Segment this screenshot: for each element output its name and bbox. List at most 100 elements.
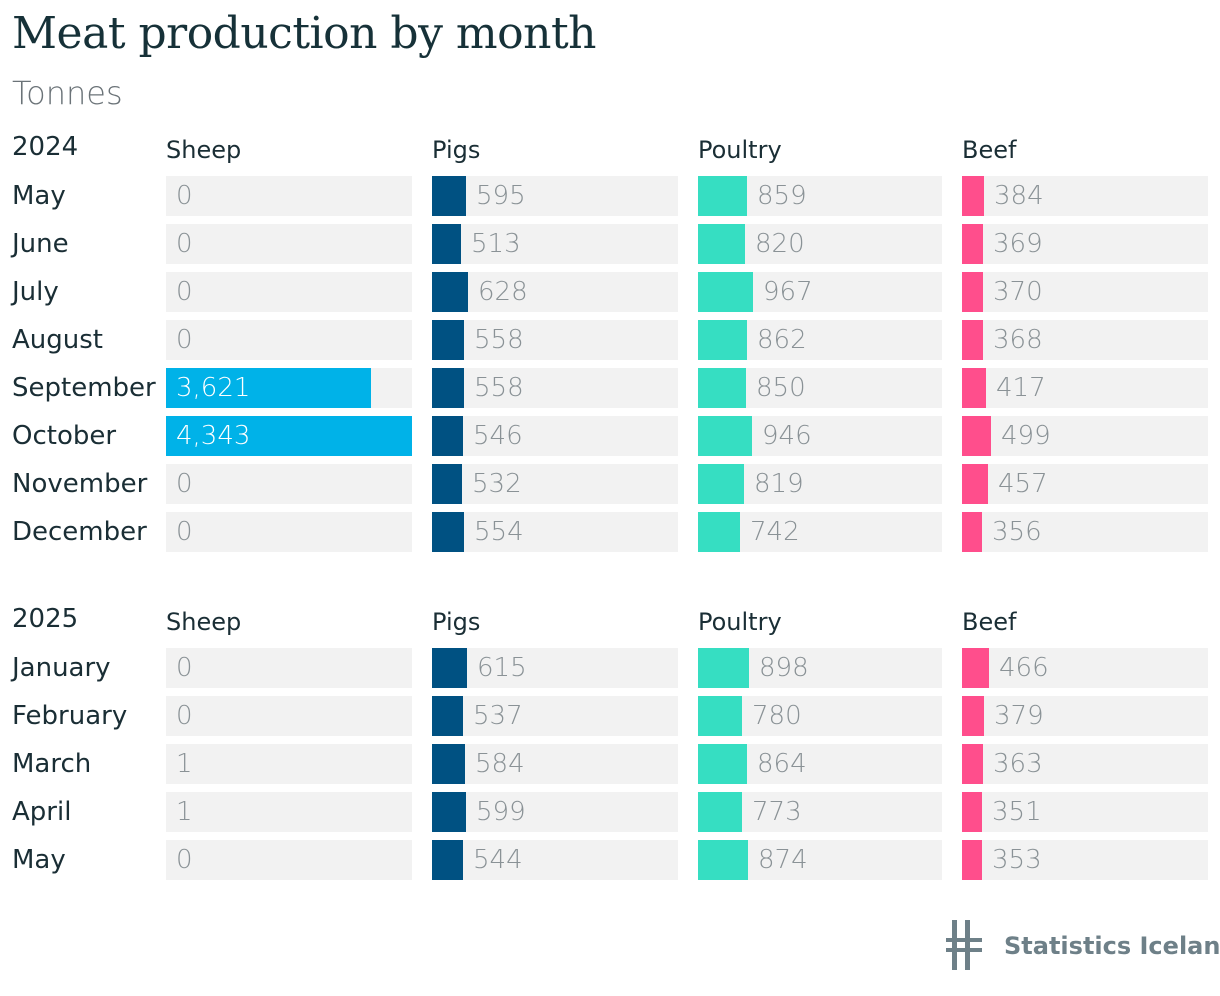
column-header-poultry: Poultry (698, 136, 782, 164)
bar-beef (962, 696, 984, 736)
table-row: May 0 595 859 384 (0, 176, 1220, 216)
bar-beef (962, 416, 991, 456)
bar-pigs (432, 648, 467, 688)
data-label: 370 (993, 277, 1043, 307)
bar-track-pigs: 584 (432, 744, 678, 784)
bar-beef (962, 176, 984, 216)
data-label: 874 (758, 845, 808, 875)
bar-beef (962, 272, 983, 312)
data-label: 0 (176, 701, 193, 731)
month-label: October (12, 421, 117, 451)
bar-pigs (432, 744, 465, 784)
bar-track-pigs: 544 (432, 840, 678, 880)
data-label: 384 (994, 181, 1044, 211)
bar-pigs (432, 840, 463, 880)
bar-track-pigs: 628 (432, 272, 678, 312)
bar-pigs (432, 176, 466, 216)
bar-beef (962, 464, 988, 504)
table-row: October 4,343 546 946 499 (0, 416, 1220, 456)
bar-pigs (432, 224, 461, 264)
bar-pigs (432, 320, 464, 360)
data-label: 558 (474, 325, 524, 355)
bar-poultry (698, 368, 746, 408)
chart-subtitle: Tonnes (12, 74, 123, 112)
data-label: 3,621 (176, 373, 251, 403)
data-label: 0 (176, 653, 193, 683)
data-label: 379 (994, 701, 1044, 731)
month-label: November (12, 469, 148, 499)
bar-poultry (698, 320, 747, 360)
bar-track-sheep: 3,621 (166, 368, 412, 408)
bar-track-sheep: 0 (166, 176, 412, 216)
bar-track-pigs: 537 (432, 696, 678, 736)
bar-pigs (432, 792, 466, 832)
data-label: 0 (176, 845, 193, 875)
data-label: 599 (476, 797, 526, 827)
data-label: 558 (474, 373, 524, 403)
bar-track-beef: 457 (962, 464, 1208, 504)
data-label: 417 (996, 373, 1046, 403)
bar-track-pigs: 558 (432, 320, 678, 360)
bar-track-poultry: 874 (698, 840, 942, 880)
bar-track-beef: 499 (962, 416, 1208, 456)
data-label: 946 (762, 421, 812, 451)
month-label: December (12, 517, 147, 547)
bar-track-sheep: 0 (166, 696, 412, 736)
column-header-poultry: Poultry (698, 608, 782, 636)
bar-track-poultry: 850 (698, 368, 942, 408)
table-row: July 0 628 967 370 (0, 272, 1220, 312)
month-label: June (12, 229, 69, 259)
bar-track-poultry: 820 (698, 224, 942, 264)
data-label: 742 (750, 517, 800, 547)
bar-poultry (698, 648, 749, 688)
data-label: 544 (473, 845, 523, 875)
bar-track-sheep: 0 (166, 272, 412, 312)
column-header-pigs: Pigs (432, 136, 481, 164)
data-label: 0 (176, 181, 193, 211)
data-label: 0 (176, 229, 193, 259)
data-label: 859 (757, 181, 807, 211)
month-label: January (12, 653, 111, 683)
data-label: 850 (756, 373, 806, 403)
bar-track-sheep: 1 (166, 792, 412, 832)
bar-track-poultry: 967 (698, 272, 942, 312)
month-label: April (12, 797, 72, 827)
table-row: January 0 615 898 466 (0, 648, 1220, 688)
bar-track-pigs: 532 (432, 464, 678, 504)
data-label: 356 (992, 517, 1042, 547)
bar-track-pigs: 513 (432, 224, 678, 264)
bar-track-poultry: 742 (698, 512, 942, 552)
bar-pigs (432, 512, 464, 552)
data-label: 0 (176, 277, 193, 307)
bar-track-poultry: 819 (698, 464, 942, 504)
data-label: 457 (998, 469, 1048, 499)
bar-track-sheep: 0 (166, 464, 412, 504)
bar-beef (962, 648, 989, 688)
data-label: 4,343 (176, 421, 251, 451)
data-label: 820 (755, 229, 805, 259)
column-header-sheep: Sheep (166, 136, 242, 164)
chart-title: Meat production by month (12, 8, 596, 59)
bar-track-pigs: 615 (432, 648, 678, 688)
data-label: 628 (478, 277, 528, 307)
bar-pigs (432, 416, 463, 456)
data-label: 546 (473, 421, 523, 451)
data-label: 466 (999, 653, 1049, 683)
bar-track-poultry: 864 (698, 744, 942, 784)
bar-poultry (698, 840, 748, 880)
data-label: 780 (752, 701, 802, 731)
footer-logo: Statistics Iceland (946, 918, 1220, 974)
data-label: 554 (474, 517, 524, 547)
bar-poultry (698, 744, 747, 784)
column-header-beef: Beef (962, 608, 1017, 636)
data-label: 864 (757, 749, 807, 779)
bar-poultry (698, 176, 747, 216)
table-row: May 0 544 874 353 (0, 840, 1220, 880)
bar-track-beef: 363 (962, 744, 1208, 784)
bar-track-sheep: 0 (166, 512, 412, 552)
data-label: 369 (993, 229, 1043, 259)
bar-track-beef: 370 (962, 272, 1208, 312)
bar-pigs (432, 272, 468, 312)
year-label: 2025 (12, 604, 79, 634)
data-label: 584 (475, 749, 525, 779)
